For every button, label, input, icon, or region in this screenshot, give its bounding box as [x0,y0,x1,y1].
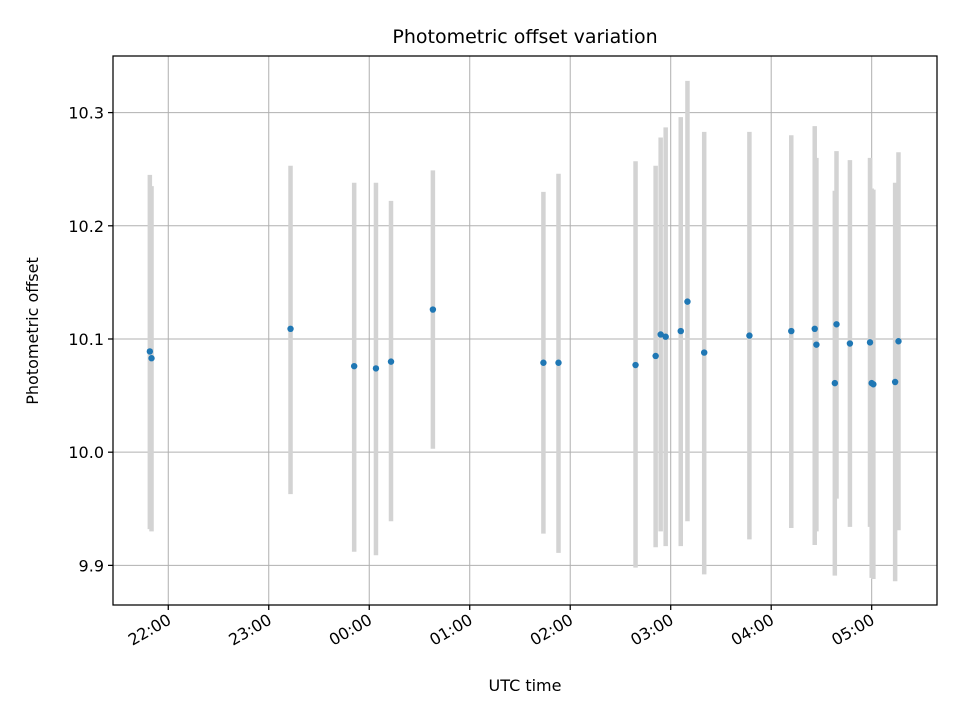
data-point [813,341,820,348]
data-point [870,381,877,388]
y-tick-label: 10.2 [68,217,104,236]
y-axis: 9.9 10.0 10.1 10.2 10.3 [68,104,113,575]
data-point [833,321,840,328]
data-point [677,327,684,335]
data-point [846,340,854,347]
data-point [895,338,902,345]
data-point [372,365,380,372]
data-point [657,331,664,338]
data-point [429,306,437,313]
plot-frame [112,55,938,606]
data-point [662,333,669,340]
data-point [555,359,562,366]
data-point [387,358,395,365]
data-points [146,298,902,388]
data-point [287,325,294,333]
y-tick-label: 10.1 [68,330,104,349]
data-point [684,298,691,305]
data-point [811,325,818,333]
data-point [866,339,874,346]
y-tick-label: 9.9 [79,556,104,575]
data-point [350,362,358,370]
y-axis-label: Photometric offset [23,257,42,405]
y-tick-label: 10.3 [68,104,104,123]
x-axis-label: UTC time [489,676,562,695]
grid [113,56,937,605]
chart-title: Photometric offset variation [392,26,657,48]
data-point [652,352,659,360]
data-point [891,378,899,386]
data-point [746,332,753,339]
data-point [831,379,839,387]
data-point [632,361,639,369]
data-point [701,349,708,356]
y-tick-label: 10.0 [68,443,104,462]
data-point [148,355,155,362]
data-point [788,327,795,335]
data-point [146,348,154,355]
data-point [540,359,547,366]
